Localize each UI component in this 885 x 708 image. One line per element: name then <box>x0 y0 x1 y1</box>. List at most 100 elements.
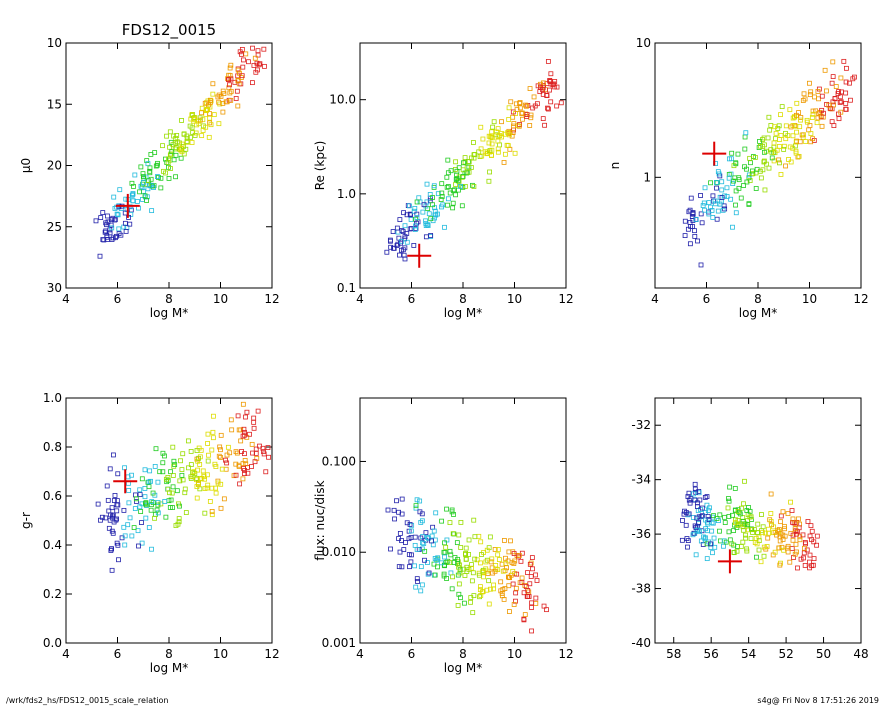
data-point <box>462 155 468 160</box>
data-point <box>504 565 509 571</box>
data-point <box>411 243 417 248</box>
data-point <box>811 539 817 545</box>
data-point <box>448 168 454 174</box>
data-point <box>197 476 203 482</box>
data-point <box>810 111 816 117</box>
data-point <box>502 586 508 591</box>
data-point <box>166 176 172 181</box>
y-tick-label: 0.1 <box>337 281 356 295</box>
data-point <box>204 108 209 113</box>
y-tick-label: 0.010 <box>322 545 356 559</box>
data-point <box>116 231 122 236</box>
data-point <box>413 584 419 590</box>
data-point <box>442 554 447 560</box>
data-point <box>742 478 747 484</box>
data-point <box>165 486 171 492</box>
data-point <box>801 91 807 97</box>
data-point <box>725 505 731 511</box>
data-point <box>503 560 509 566</box>
data-point <box>160 460 166 466</box>
data-point <box>429 538 434 544</box>
data-point <box>803 139 809 145</box>
data-point <box>106 525 112 531</box>
data-point <box>734 548 740 554</box>
data-point <box>525 570 530 576</box>
data-point <box>802 540 808 545</box>
data-point <box>687 241 693 247</box>
data-point <box>462 184 468 189</box>
data-point <box>122 465 127 471</box>
data-point <box>790 133 796 139</box>
data-point <box>489 129 495 135</box>
data-point <box>798 115 804 120</box>
data-point <box>512 150 518 156</box>
data-point <box>171 157 177 163</box>
data-point <box>404 239 410 245</box>
data-point <box>527 561 533 567</box>
data-point <box>460 174 466 179</box>
data-point <box>468 595 474 600</box>
data-point <box>235 78 241 84</box>
data-point <box>463 550 469 556</box>
data-point <box>746 201 752 207</box>
data-point <box>414 547 420 552</box>
data-point <box>717 528 722 534</box>
x-axis-label: log M* <box>739 306 777 320</box>
data-point <box>690 210 696 216</box>
data-point <box>778 172 784 177</box>
data-point <box>179 472 185 478</box>
data-point <box>477 154 483 159</box>
data-point <box>170 473 176 478</box>
x-tick-label: 6 <box>408 647 416 661</box>
data-point <box>738 195 744 201</box>
data-point <box>468 599 473 605</box>
data-point <box>691 530 697 536</box>
data-point <box>507 146 513 152</box>
data-point <box>692 233 698 239</box>
data-point <box>127 515 133 521</box>
data-point <box>188 462 194 467</box>
data-point <box>502 538 507 543</box>
data-point <box>242 451 247 457</box>
data-point <box>439 518 445 524</box>
data-point <box>694 528 700 533</box>
x-tick-label: 4 <box>62 647 70 661</box>
x-tick-label: 48 <box>853 647 868 661</box>
data-point <box>783 130 788 136</box>
data-point <box>235 67 241 73</box>
x-tick-label: 10 <box>213 292 228 306</box>
data-point <box>160 450 166 456</box>
data-point <box>724 194 730 199</box>
data-point <box>140 179 146 185</box>
data-point <box>218 447 223 453</box>
data-point <box>701 200 707 206</box>
data-point <box>458 545 464 550</box>
data-point <box>233 96 239 101</box>
data-point <box>202 486 208 491</box>
data-point <box>472 556 478 562</box>
data-point <box>777 538 783 544</box>
data-point <box>838 75 844 81</box>
data-point <box>507 609 512 614</box>
data-point <box>413 223 418 229</box>
data-point <box>540 85 546 91</box>
data-point <box>750 171 756 177</box>
data-point <box>776 137 782 142</box>
data-point <box>477 587 483 593</box>
data-point <box>179 141 185 147</box>
data-point <box>395 229 401 235</box>
data-point <box>149 546 154 552</box>
data-point <box>105 213 110 219</box>
y-tick-label: 10 <box>47 36 62 50</box>
data-point <box>399 228 405 233</box>
data-point <box>147 170 153 176</box>
data-point <box>252 459 258 465</box>
data-point <box>223 466 229 472</box>
data-point <box>431 183 437 189</box>
data-point <box>804 117 810 123</box>
data-point <box>449 507 455 513</box>
data-point <box>489 141 495 147</box>
data-point <box>545 105 550 111</box>
data-point <box>558 100 564 106</box>
data-point <box>240 401 246 407</box>
